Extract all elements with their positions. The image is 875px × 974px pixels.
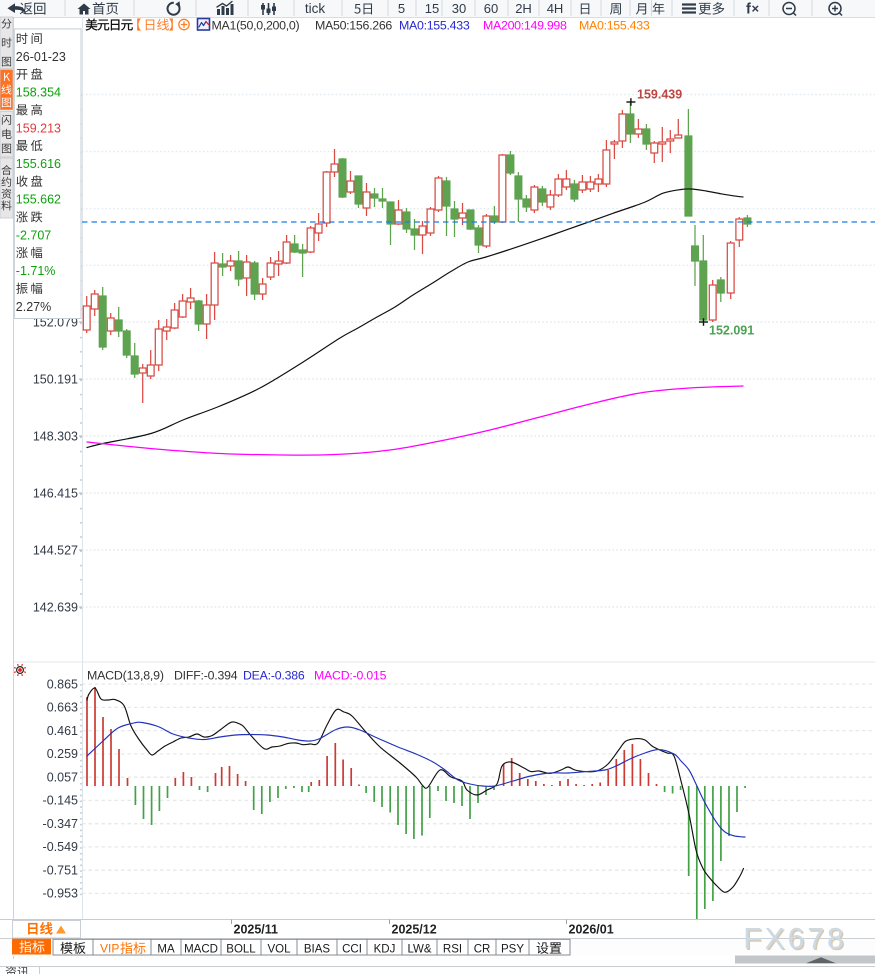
svg-text:BOLL: BOLL — [226, 943, 256, 955]
svg-text:2025/11: 2025/11 — [234, 923, 279, 937]
svg-text:2H: 2H — [515, 1, 532, 16]
svg-text:0.057: 0.057 — [47, 771, 78, 785]
svg-text:159.213: 159.213 — [16, 121, 61, 135]
svg-text:FX678: FX678 — [743, 923, 846, 956]
svg-text:5: 5 — [398, 1, 405, 16]
svg-text:-0.549: -0.549 — [43, 840, 78, 854]
svg-text:MA: MA — [157, 943, 175, 955]
svg-text:15: 15 — [425, 1, 439, 16]
svg-text:MA200:149.998: MA200:149.998 — [483, 18, 567, 32]
svg-text:30: 30 — [452, 1, 466, 16]
svg-text:VIP: VIP — [100, 942, 119, 956]
svg-text:-0.347: -0.347 — [43, 817, 78, 831]
svg-text:LW&: LW& — [407, 943, 431, 955]
svg-text:146.415: 146.415 — [33, 486, 78, 500]
svg-text:DEA:-0.386: DEA:-0.386 — [243, 669, 305, 683]
svg-text:155.662: 155.662 — [16, 193, 61, 207]
svg-text:DIFF:-0.394: DIFF:-0.394 — [174, 669, 238, 683]
svg-text:BIAS: BIAS — [304, 943, 331, 955]
svg-text:0.259: 0.259 — [47, 747, 78, 761]
svg-text:142.639: 142.639 — [33, 600, 78, 614]
svg-text:-0.145: -0.145 — [43, 794, 78, 808]
svg-text:152.091: 152.091 — [709, 324, 754, 338]
svg-text:tick: tick — [305, 1, 326, 16]
svg-text:2025/12: 2025/12 — [392, 923, 437, 937]
svg-text:2026/01: 2026/01 — [569, 923, 614, 937]
svg-text:0.865: 0.865 — [47, 677, 78, 691]
svg-text:0.461: 0.461 — [47, 724, 78, 738]
svg-text:144.527: 144.527 — [33, 543, 78, 557]
svg-text:×: × — [752, 1, 760, 16]
svg-text:-0.751: -0.751 — [43, 864, 78, 878]
svg-text:KDJ: KDJ — [374, 943, 396, 955]
svg-text:MACD: MACD — [184, 943, 218, 955]
svg-text:4H: 4H — [547, 1, 564, 16]
svg-text:-0.953: -0.953 — [43, 887, 78, 901]
svg-text:CCI: CCI — [342, 943, 362, 955]
svg-text:MA0:155.433: MA0:155.433 — [579, 18, 650, 32]
svg-text:2.27%: 2.27% — [16, 300, 51, 314]
svg-text:PSY: PSY — [501, 943, 524, 955]
svg-text:0.663: 0.663 — [47, 701, 78, 715]
svg-text:MACD(13,8,9): MACD(13,8,9) — [87, 669, 164, 683]
svg-text:26-01-23: 26-01-23 — [16, 50, 66, 64]
svg-text:-1.71%: -1.71% — [16, 264, 56, 278]
svg-text:MACD:-0.015: MACD:-0.015 — [314, 669, 387, 683]
svg-text:MA0:155.433: MA0:155.433 — [399, 18, 470, 32]
svg-text:155.616: 155.616 — [16, 157, 61, 171]
svg-text:VOL: VOL — [267, 943, 291, 955]
svg-text:RSI: RSI — [443, 943, 462, 955]
svg-text:60: 60 — [484, 1, 498, 16]
svg-text:159.439: 159.439 — [637, 88, 682, 102]
svg-text:CR: CR — [474, 943, 491, 955]
svg-text:MA1(50,0,200,0): MA1(50,0,200,0) — [212, 18, 300, 32]
svg-text:148.303: 148.303 — [33, 429, 78, 443]
svg-text:-2.707: -2.707 — [16, 228, 51, 242]
svg-text:MA50:156.266: MA50:156.266 — [315, 18, 392, 32]
svg-text:158.354: 158.354 — [16, 86, 61, 100]
svg-text:f: f — [746, 2, 751, 18]
svg-text:FX678: FX678 — [745, 924, 848, 957]
svg-text:150.191: 150.191 — [33, 372, 78, 386]
